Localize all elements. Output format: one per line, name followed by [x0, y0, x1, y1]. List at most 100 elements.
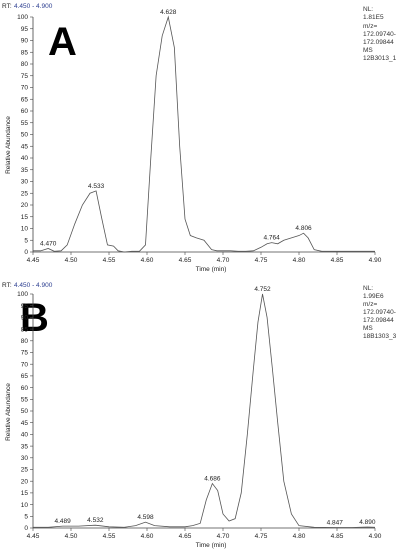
- panel-a-y-tick-label: 75: [21, 73, 29, 80]
- panel-b-y-tick-label: 5: [24, 514, 28, 521]
- panel-a-y-tick-label: 5: [24, 237, 28, 244]
- panel-a-y-tick-label: 85: [21, 49, 29, 56]
- panel-b-x-tick-label: 4.50: [65, 533, 78, 540]
- panel-a-y-tick-label: 30: [21, 179, 29, 186]
- panel-a-y-tick-label: 65: [21, 96, 29, 103]
- panel-b-info-line: 1.99E6: [363, 293, 384, 300]
- panel-b-x-tick-label: 4.90: [369, 533, 382, 540]
- panel-b-plot: 0 5 10 15 20 25 30 35 40 45 50 55 60 65 70 75 80 85 90 95 10…: [17, 286, 382, 540]
- panel-b-peak-label: 4.686: [204, 476, 221, 483]
- panel-a-x-tick-label: 4.60: [141, 257, 154, 264]
- panel-b-y-tick-label: 10: [21, 502, 29, 509]
- panel-a-y-tick-label: 45: [21, 143, 29, 150]
- panel-a-ylabel: Relative Abundance: [5, 116, 12, 174]
- panel-b-info-line: NL:: [363, 285, 373, 292]
- panel-b-x-tick-label: 4.70: [217, 533, 230, 540]
- panel-b-letter: B: [20, 296, 49, 340]
- panel-a-y-tick-label: 20: [21, 202, 29, 209]
- panel-a-y-tick-label: 0: [24, 249, 28, 256]
- panel-a-y-tick-label: 25: [21, 190, 29, 197]
- panel-b-y-tick-label: 15: [21, 490, 29, 497]
- panel-b-x-tick-label: 4.80: [293, 533, 306, 540]
- panel-b-y-tick-label: 100: [17, 291, 28, 298]
- panel-a-y-tick-label: 80: [21, 61, 29, 68]
- panel-b-peak-label: 4.890: [359, 519, 376, 526]
- panel-a-peak-label: 4.806: [295, 225, 312, 232]
- panel-b-info: NL: 1.99E6 m/z= 172.09740- 172.09844 MS …: [363, 285, 397, 340]
- panel-a-x-tick-label: 4.70: [217, 257, 230, 264]
- panel-b-y-tick-label: 70: [21, 361, 29, 368]
- panel-a-info-line: 12B3013_1: [363, 55, 397, 62]
- panel-b-x-tick-label: 4.60: [141, 533, 154, 540]
- panel-b-y-tick-label: 80: [21, 338, 29, 345]
- panel-a-info-line: NL:: [363, 6, 373, 13]
- panel-a: RT: 4.450 - 4.900 A Relative Abundance T…: [2, 3, 397, 273]
- panel-b-y-tick-label: 95: [21, 303, 29, 310]
- panel-a-y-tick-label: 15: [21, 214, 29, 221]
- panel-a-x-tick-label: 4.85: [331, 257, 344, 264]
- panel-a-y-tick-label: 10: [21, 226, 29, 233]
- panel-b-y-tick-label: 30: [21, 455, 29, 462]
- panel-a-y-tick-label: 55: [21, 120, 29, 127]
- panel-b-rt-prefix: RT:: [2, 282, 12, 289]
- panel-b-x-tick-label: 4.55: [103, 533, 116, 540]
- panel-a-rt-prefix: RT:: [2, 3, 12, 10]
- panel-a-y-tick-label: 70: [21, 85, 29, 92]
- panel-b-y-tick-label: 75: [21, 350, 29, 357]
- panel-a-xlabel: Time (min): [196, 266, 227, 273]
- panel-a-y-tick-label: 90: [21, 38, 29, 45]
- panel-b-info-line: MS: [363, 325, 373, 332]
- panel-a-y-tick-label: 50: [21, 132, 29, 139]
- panel-b-y-tick-label: 35: [21, 443, 29, 450]
- panel-a-x-tick-label: 4.90: [369, 257, 382, 264]
- panel-b: RT: 4.450 - 4.900 B Relative Abundance T…: [2, 282, 397, 549]
- panel-b-peak-label: 4.847: [327, 520, 344, 527]
- panel-b-y-tick-label: 25: [21, 467, 29, 474]
- panel-a-y-tick-label: 35: [21, 167, 29, 174]
- panel-a-y-tick-label: 40: [21, 155, 29, 162]
- panel-b-y-tick-label: 45: [21, 420, 29, 427]
- panel-a-y-tick-label: 100: [17, 14, 28, 21]
- panel-b-y-tick-label: 65: [21, 373, 29, 380]
- panel-a-x-tick-label: 4.65: [179, 257, 192, 264]
- panel-b-peak-label: 4.489: [54, 518, 71, 525]
- panel-a-peak-label: 4.764: [263, 235, 280, 242]
- panel-b-y-tick-label: 40: [21, 432, 29, 439]
- panel-a-info-line: 1.81E5: [363, 14, 384, 21]
- panel-a-info-line: MS: [363, 47, 373, 54]
- panel-b-x-tick-label: 4.65: [179, 533, 192, 540]
- panel-a-x-tick-label: 4.80: [293, 257, 306, 264]
- panel-b-peak-label: 4.752: [254, 286, 271, 293]
- panel-a-trace: [33, 15, 375, 253]
- panel-b-info-line: 18B1303_3: [363, 333, 397, 340]
- panel-a-x-tick-label: 4.45: [27, 257, 40, 264]
- panel-b-xlabel: Time (min): [196, 542, 227, 549]
- panel-a-letter: A: [48, 20, 77, 64]
- panel-b-peak-label: 4.532: [87, 517, 104, 524]
- panel-b-y-tick-label: 50: [21, 408, 29, 415]
- panel-b-x-tick-label: 4.45: [27, 533, 40, 540]
- panel-b-x-tick-label: 4.75: [255, 533, 268, 540]
- panel-b-y-tick-label: 20: [21, 478, 29, 485]
- panel-a-x-tick-label: 4.55: [103, 257, 116, 264]
- panel-a-peak-label: 4.470: [40, 240, 57, 247]
- panel-b-y-tick-label: 60: [21, 385, 29, 392]
- panel-b-trace: [33, 293, 376, 528]
- panel-a-x-tick-label: 4.75: [255, 257, 268, 264]
- panel-a-info-line: 172.09740-: [363, 31, 396, 38]
- panel-b-y-tick-label: 90: [21, 315, 29, 322]
- panel-a-peak-label: 4.533: [88, 183, 105, 190]
- panel-a-rt-range: 4.450 - 4.900: [14, 3, 53, 10]
- panel-a-y-tick-label: 95: [21, 26, 29, 33]
- panel-a-x-tick-label: 4.50: [65, 257, 78, 264]
- panel-b-y-tick-label: 0: [24, 525, 28, 532]
- panel-b-y-tick-label: 85: [21, 326, 29, 333]
- panel-a-y-tick-label: 60: [21, 108, 29, 115]
- panel-b-peak-label: 4.598: [137, 514, 154, 521]
- panel-b-y-tick-label: 55: [21, 397, 29, 404]
- panel-a-plot: 0 5 10 15 20 25 30 35 40 45 50 55 60 65 70 75 80 85 90 95 10…: [17, 9, 382, 264]
- panel-a-peak-label: 4.628: [160, 9, 177, 16]
- panel-b-rt-range: 4.450 - 4.900: [14, 282, 53, 289]
- panel-b-info-line: 172.09740-: [363, 309, 396, 316]
